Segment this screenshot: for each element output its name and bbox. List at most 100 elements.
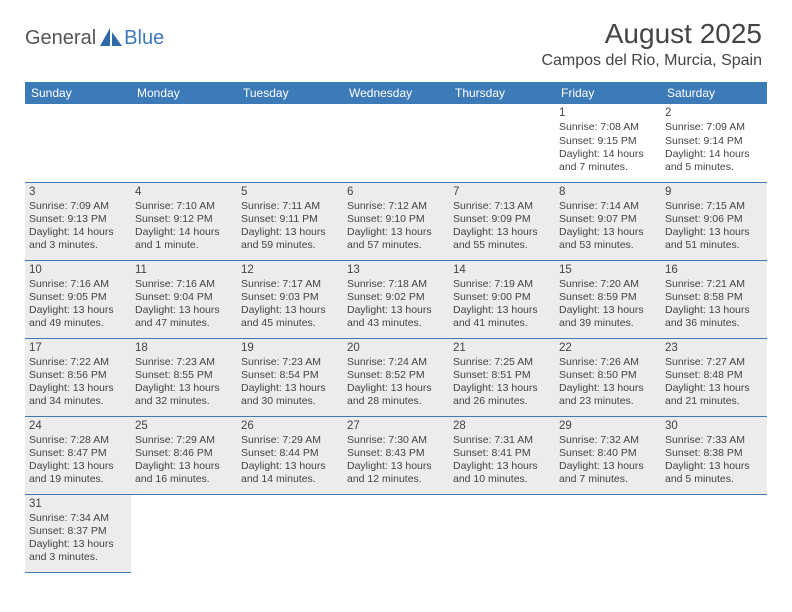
daylight-text: Daylight: 13 hours	[241, 226, 339, 239]
daylight-text: and 3 minutes.	[29, 551, 127, 564]
sunset-text: Sunset: 8:47 PM	[29, 447, 127, 460]
daylight-text: Daylight: 13 hours	[135, 460, 233, 473]
day-number: 15	[559, 263, 657, 277]
day-cell: 5Sunrise: 7:11 AMSunset: 9:11 PMDaylight…	[237, 182, 343, 260]
daylight-text: and 28 minutes.	[347, 395, 445, 408]
daylight-text: and 10 minutes.	[453, 473, 551, 486]
sunrise-text: Sunrise: 7:20 AM	[559, 278, 657, 291]
sunset-text: Sunset: 9:06 PM	[665, 213, 763, 226]
empty-cell	[343, 104, 449, 182]
daylight-text: Daylight: 13 hours	[347, 460, 445, 473]
daylight-text: Daylight: 13 hours	[29, 382, 127, 395]
daylight-text: and 7 minutes.	[559, 161, 657, 174]
sunrise-text: Sunrise: 7:23 AM	[241, 356, 339, 369]
empty-cell	[237, 104, 343, 182]
daylight-text: Daylight: 13 hours	[347, 226, 445, 239]
sunrise-text: Sunrise: 7:19 AM	[453, 278, 551, 291]
sunrise-text: Sunrise: 7:25 AM	[453, 356, 551, 369]
daylight-text: Daylight: 13 hours	[453, 382, 551, 395]
empty-cell	[449, 104, 555, 182]
calendar-table: SundayMondayTuesdayWednesdayThursdayFrid…	[25, 82, 767, 573]
daylight-text: Daylight: 14 hours	[665, 148, 763, 161]
day-cell: 26Sunrise: 7:29 AMSunset: 8:44 PMDayligh…	[237, 416, 343, 494]
sunset-text: Sunset: 8:43 PM	[347, 447, 445, 460]
sunset-text: Sunset: 8:50 PM	[559, 369, 657, 382]
sunset-text: Sunset: 8:38 PM	[665, 447, 763, 460]
brand-logo: General Blue	[25, 26, 164, 50]
day-cell: 28Sunrise: 7:31 AMSunset: 8:41 PMDayligh…	[449, 416, 555, 494]
sunrise-text: Sunrise: 7:29 AM	[241, 434, 339, 447]
day-cell: 29Sunrise: 7:32 AMSunset: 8:40 PMDayligh…	[555, 416, 661, 494]
day-number: 12	[241, 263, 339, 277]
day-cell: 13Sunrise: 7:18 AMSunset: 9:02 PMDayligh…	[343, 260, 449, 338]
day-cell: 16Sunrise: 7:21 AMSunset: 8:58 PMDayligh…	[661, 260, 767, 338]
sunrise-text: Sunrise: 7:30 AM	[347, 434, 445, 447]
sunrise-text: Sunrise: 7:17 AM	[241, 278, 339, 291]
daylight-text: Daylight: 13 hours	[665, 304, 763, 317]
day-cell: 9Sunrise: 7:15 AMSunset: 9:06 PMDaylight…	[661, 182, 767, 260]
daylight-text: Daylight: 13 hours	[29, 304, 127, 317]
sunrise-text: Sunrise: 7:12 AM	[347, 200, 445, 213]
sunrise-text: Sunrise: 7:15 AM	[665, 200, 763, 213]
sunset-text: Sunset: 9:14 PM	[665, 135, 763, 148]
daylight-text: Daylight: 13 hours	[241, 382, 339, 395]
day-cell: 11Sunrise: 7:16 AMSunset: 9:04 PMDayligh…	[131, 260, 237, 338]
empty-cell	[237, 494, 343, 572]
day-header: Wednesday	[343, 82, 449, 104]
day-number: 30	[665, 419, 763, 433]
sunrise-text: Sunrise: 7:26 AM	[559, 356, 657, 369]
daylight-text: and 30 minutes.	[241, 395, 339, 408]
empty-cell	[25, 104, 131, 182]
daylight-text: Daylight: 14 hours	[29, 226, 127, 239]
daylight-text: and 41 minutes.	[453, 317, 551, 330]
day-cell: 25Sunrise: 7:29 AMSunset: 8:46 PMDayligh…	[131, 416, 237, 494]
day-number: 26	[241, 419, 339, 433]
day-cell: 12Sunrise: 7:17 AMSunset: 9:03 PMDayligh…	[237, 260, 343, 338]
daylight-text: and 21 minutes.	[665, 395, 763, 408]
daylight-text: Daylight: 13 hours	[665, 460, 763, 473]
sunset-text: Sunset: 9:04 PM	[135, 291, 233, 304]
calendar-row: 1Sunrise: 7:08 AMSunset: 9:15 PMDaylight…	[25, 104, 767, 182]
daylight-text: Daylight: 14 hours	[135, 226, 233, 239]
daylight-text: Daylight: 13 hours	[665, 382, 763, 395]
day-number: 16	[665, 263, 763, 277]
daylight-text: and 32 minutes.	[135, 395, 233, 408]
location-text: Campos del Rio, Murcia, Spain	[541, 52, 762, 70]
day-number: 9	[665, 185, 763, 199]
sunset-text: Sunset: 8:52 PM	[347, 369, 445, 382]
day-number: 10	[29, 263, 127, 277]
day-number: 3	[29, 185, 127, 199]
day-cell: 24Sunrise: 7:28 AMSunset: 8:47 PMDayligh…	[25, 416, 131, 494]
daylight-text: Daylight: 13 hours	[665, 226, 763, 239]
sunrise-text: Sunrise: 7:09 AM	[29, 200, 127, 213]
sunrise-text: Sunrise: 7:22 AM	[29, 356, 127, 369]
day-cell: 18Sunrise: 7:23 AMSunset: 8:55 PMDayligh…	[131, 338, 237, 416]
day-cell: 27Sunrise: 7:30 AMSunset: 8:43 PMDayligh…	[343, 416, 449, 494]
brand-part2: Blue	[124, 27, 164, 50]
sunset-text: Sunset: 9:15 PM	[559, 135, 657, 148]
daylight-text: and 12 minutes.	[347, 473, 445, 486]
sunrise-text: Sunrise: 7:31 AM	[453, 434, 551, 447]
sunset-text: Sunset: 8:58 PM	[665, 291, 763, 304]
sunset-text: Sunset: 8:51 PM	[453, 369, 551, 382]
day-number: 19	[241, 341, 339, 355]
day-number: 11	[135, 263, 233, 277]
day-cell: 21Sunrise: 7:25 AMSunset: 8:51 PMDayligh…	[449, 338, 555, 416]
daylight-text: Daylight: 13 hours	[347, 382, 445, 395]
sunrise-text: Sunrise: 7:28 AM	[29, 434, 127, 447]
daylight-text: and 49 minutes.	[29, 317, 127, 330]
sunrise-text: Sunrise: 7:33 AM	[665, 434, 763, 447]
daylight-text: Daylight: 13 hours	[347, 304, 445, 317]
daylight-text: Daylight: 13 hours	[559, 226, 657, 239]
sunset-text: Sunset: 8:59 PM	[559, 291, 657, 304]
day-number: 17	[29, 341, 127, 355]
day-number: 2	[665, 106, 763, 120]
day-cell: 4Sunrise: 7:10 AMSunset: 9:12 PMDaylight…	[131, 182, 237, 260]
day-header: Saturday	[661, 82, 767, 104]
sunrise-text: Sunrise: 7:10 AM	[135, 200, 233, 213]
day-number: 20	[347, 341, 445, 355]
sunrise-text: Sunrise: 7:18 AM	[347, 278, 445, 291]
day-number: 24	[29, 419, 127, 433]
sunrise-text: Sunrise: 7:23 AM	[135, 356, 233, 369]
day-number: 21	[453, 341, 551, 355]
